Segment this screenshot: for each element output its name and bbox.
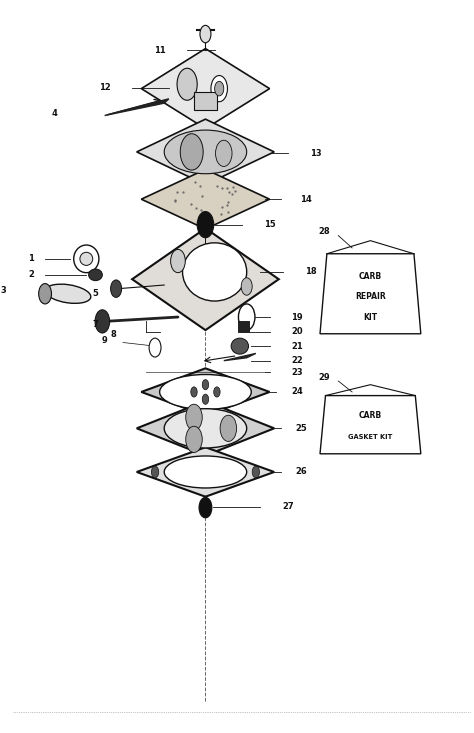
Text: 14: 14 <box>301 195 312 204</box>
Text: 15: 15 <box>264 220 275 229</box>
Circle shape <box>186 427 202 452</box>
Text: 5: 5 <box>92 290 99 298</box>
Circle shape <box>202 380 209 390</box>
Text: CARB: CARB <box>359 411 382 421</box>
Ellipse shape <box>164 409 246 448</box>
Polygon shape <box>137 447 274 497</box>
Circle shape <box>220 415 237 441</box>
Circle shape <box>151 466 159 478</box>
Text: 7: 7 <box>92 320 98 329</box>
Circle shape <box>177 68 197 100</box>
Circle shape <box>241 278 252 295</box>
Ellipse shape <box>45 284 91 303</box>
Polygon shape <box>105 99 169 116</box>
Polygon shape <box>141 368 270 416</box>
Ellipse shape <box>80 252 93 265</box>
Circle shape <box>252 466 260 478</box>
Text: CARB: CARB <box>359 272 382 281</box>
Ellipse shape <box>182 243 246 301</box>
Text: KIT: KIT <box>364 313 377 323</box>
Text: 19: 19 <box>292 312 303 322</box>
Ellipse shape <box>89 269 102 281</box>
Text: 24: 24 <box>291 388 303 397</box>
Circle shape <box>199 498 212 517</box>
Polygon shape <box>137 401 274 456</box>
Circle shape <box>202 394 209 405</box>
Text: 25: 25 <box>296 424 308 432</box>
Text: REPAIR: REPAIR <box>355 292 386 301</box>
Circle shape <box>197 212 214 237</box>
Text: 12: 12 <box>99 84 110 92</box>
Polygon shape <box>141 169 270 229</box>
Ellipse shape <box>231 338 248 354</box>
Text: 26: 26 <box>296 468 308 476</box>
Text: 23: 23 <box>292 368 303 377</box>
Ellipse shape <box>160 375 251 410</box>
Ellipse shape <box>164 456 246 488</box>
Polygon shape <box>202 496 209 502</box>
Polygon shape <box>137 119 274 185</box>
Circle shape <box>214 387 220 397</box>
Text: 8: 8 <box>111 330 117 339</box>
Polygon shape <box>320 396 421 454</box>
Text: 22: 22 <box>291 356 303 365</box>
Ellipse shape <box>74 245 99 273</box>
Circle shape <box>149 338 161 357</box>
Circle shape <box>200 26 211 43</box>
Text: 3: 3 <box>1 286 7 295</box>
Text: 1: 1 <box>28 254 34 263</box>
Polygon shape <box>224 353 256 361</box>
Circle shape <box>39 284 52 304</box>
Polygon shape <box>141 48 270 128</box>
Text: 9: 9 <box>102 336 108 345</box>
Text: 20: 20 <box>292 327 303 336</box>
Polygon shape <box>320 254 421 334</box>
Circle shape <box>186 404 202 430</box>
Bar <box>194 92 217 110</box>
Circle shape <box>216 140 232 166</box>
Polygon shape <box>132 228 279 330</box>
Text: 21: 21 <box>291 342 303 350</box>
Text: 18: 18 <box>305 268 317 276</box>
Text: 13: 13 <box>310 149 321 158</box>
Circle shape <box>238 304 255 330</box>
Text: 28: 28 <box>319 227 330 237</box>
Circle shape <box>180 133 203 170</box>
Text: 11: 11 <box>154 45 165 54</box>
Text: GASKET KIT: GASKET KIT <box>348 435 392 441</box>
Circle shape <box>215 81 224 96</box>
Ellipse shape <box>164 130 246 174</box>
Circle shape <box>211 75 228 102</box>
Text: 27: 27 <box>282 502 294 512</box>
Text: 4: 4 <box>51 108 57 118</box>
Circle shape <box>95 310 109 333</box>
Text: 2: 2 <box>28 270 34 279</box>
Bar <box>238 321 248 332</box>
Circle shape <box>171 249 185 273</box>
Circle shape <box>191 387 197 397</box>
Text: 29: 29 <box>319 373 330 382</box>
Circle shape <box>110 280 122 298</box>
